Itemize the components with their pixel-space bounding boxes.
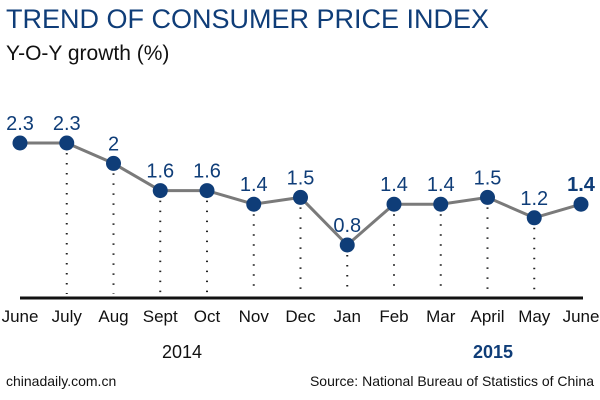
data-point — [199, 183, 215, 199]
data-label: 1.2 — [520, 188, 548, 210]
data-point — [386, 196, 402, 212]
data-label: 1.5 — [474, 167, 502, 189]
data-point — [526, 210, 542, 226]
x-tick-label: July — [52, 307, 83, 326]
data-label: 1.4 — [567, 174, 596, 196]
data-point — [12, 135, 28, 151]
x-tick-label: Aug — [98, 307, 128, 326]
data-point — [480, 189, 495, 205]
x-tick-label: Feb — [379, 307, 408, 326]
x-tick-label: April — [470, 307, 504, 326]
x-tick-label: Jan — [334, 307, 361, 326]
x-tick-label: Nov — [239, 307, 270, 326]
x-tick-label: May — [518, 307, 551, 326]
x-tick-label: Dec — [285, 307, 316, 326]
data-label: 2 — [108, 133, 119, 155]
footer-site: chinadaily.com.cn — [6, 373, 117, 389]
data-point — [106, 155, 121, 171]
data-label: 1.4 — [427, 174, 455, 196]
data-label: 1.4 — [380, 174, 408, 196]
footer-source: Source: National Bureau of Statistics of… — [309, 373, 594, 389]
data-label: 2.3 — [53, 113, 81, 135]
data-label: 0.8 — [333, 215, 361, 237]
data-point — [573, 196, 589, 212]
year-label: 2015 — [473, 342, 513, 362]
x-tick-label: Oct — [194, 307, 221, 326]
data-point — [339, 237, 355, 253]
x-tick-label: June — [563, 307, 600, 326]
data-point — [293, 189, 308, 205]
x-tick-label: Sept — [143, 307, 178, 326]
data-label: 1.4 — [240, 174, 268, 196]
x-tick-label: Mar — [426, 307, 456, 326]
x-tick-label: June — [2, 307, 39, 326]
data-point — [59, 135, 75, 151]
data-point — [152, 183, 168, 199]
data-point — [246, 196, 262, 212]
data-point — [433, 196, 449, 212]
data-label: 1.6 — [146, 161, 174, 183]
data-label: 1.5 — [287, 167, 315, 189]
y-axis-label: Y-O-Y growth (%) — [6, 42, 170, 65]
chart-title: TREND OF CONSUMER PRICE INDEX — [6, 4, 490, 34]
year-label: 2014 — [162, 342, 202, 362]
data-label: 1.6 — [193, 161, 221, 183]
data-label: 2.3 — [6, 113, 34, 135]
